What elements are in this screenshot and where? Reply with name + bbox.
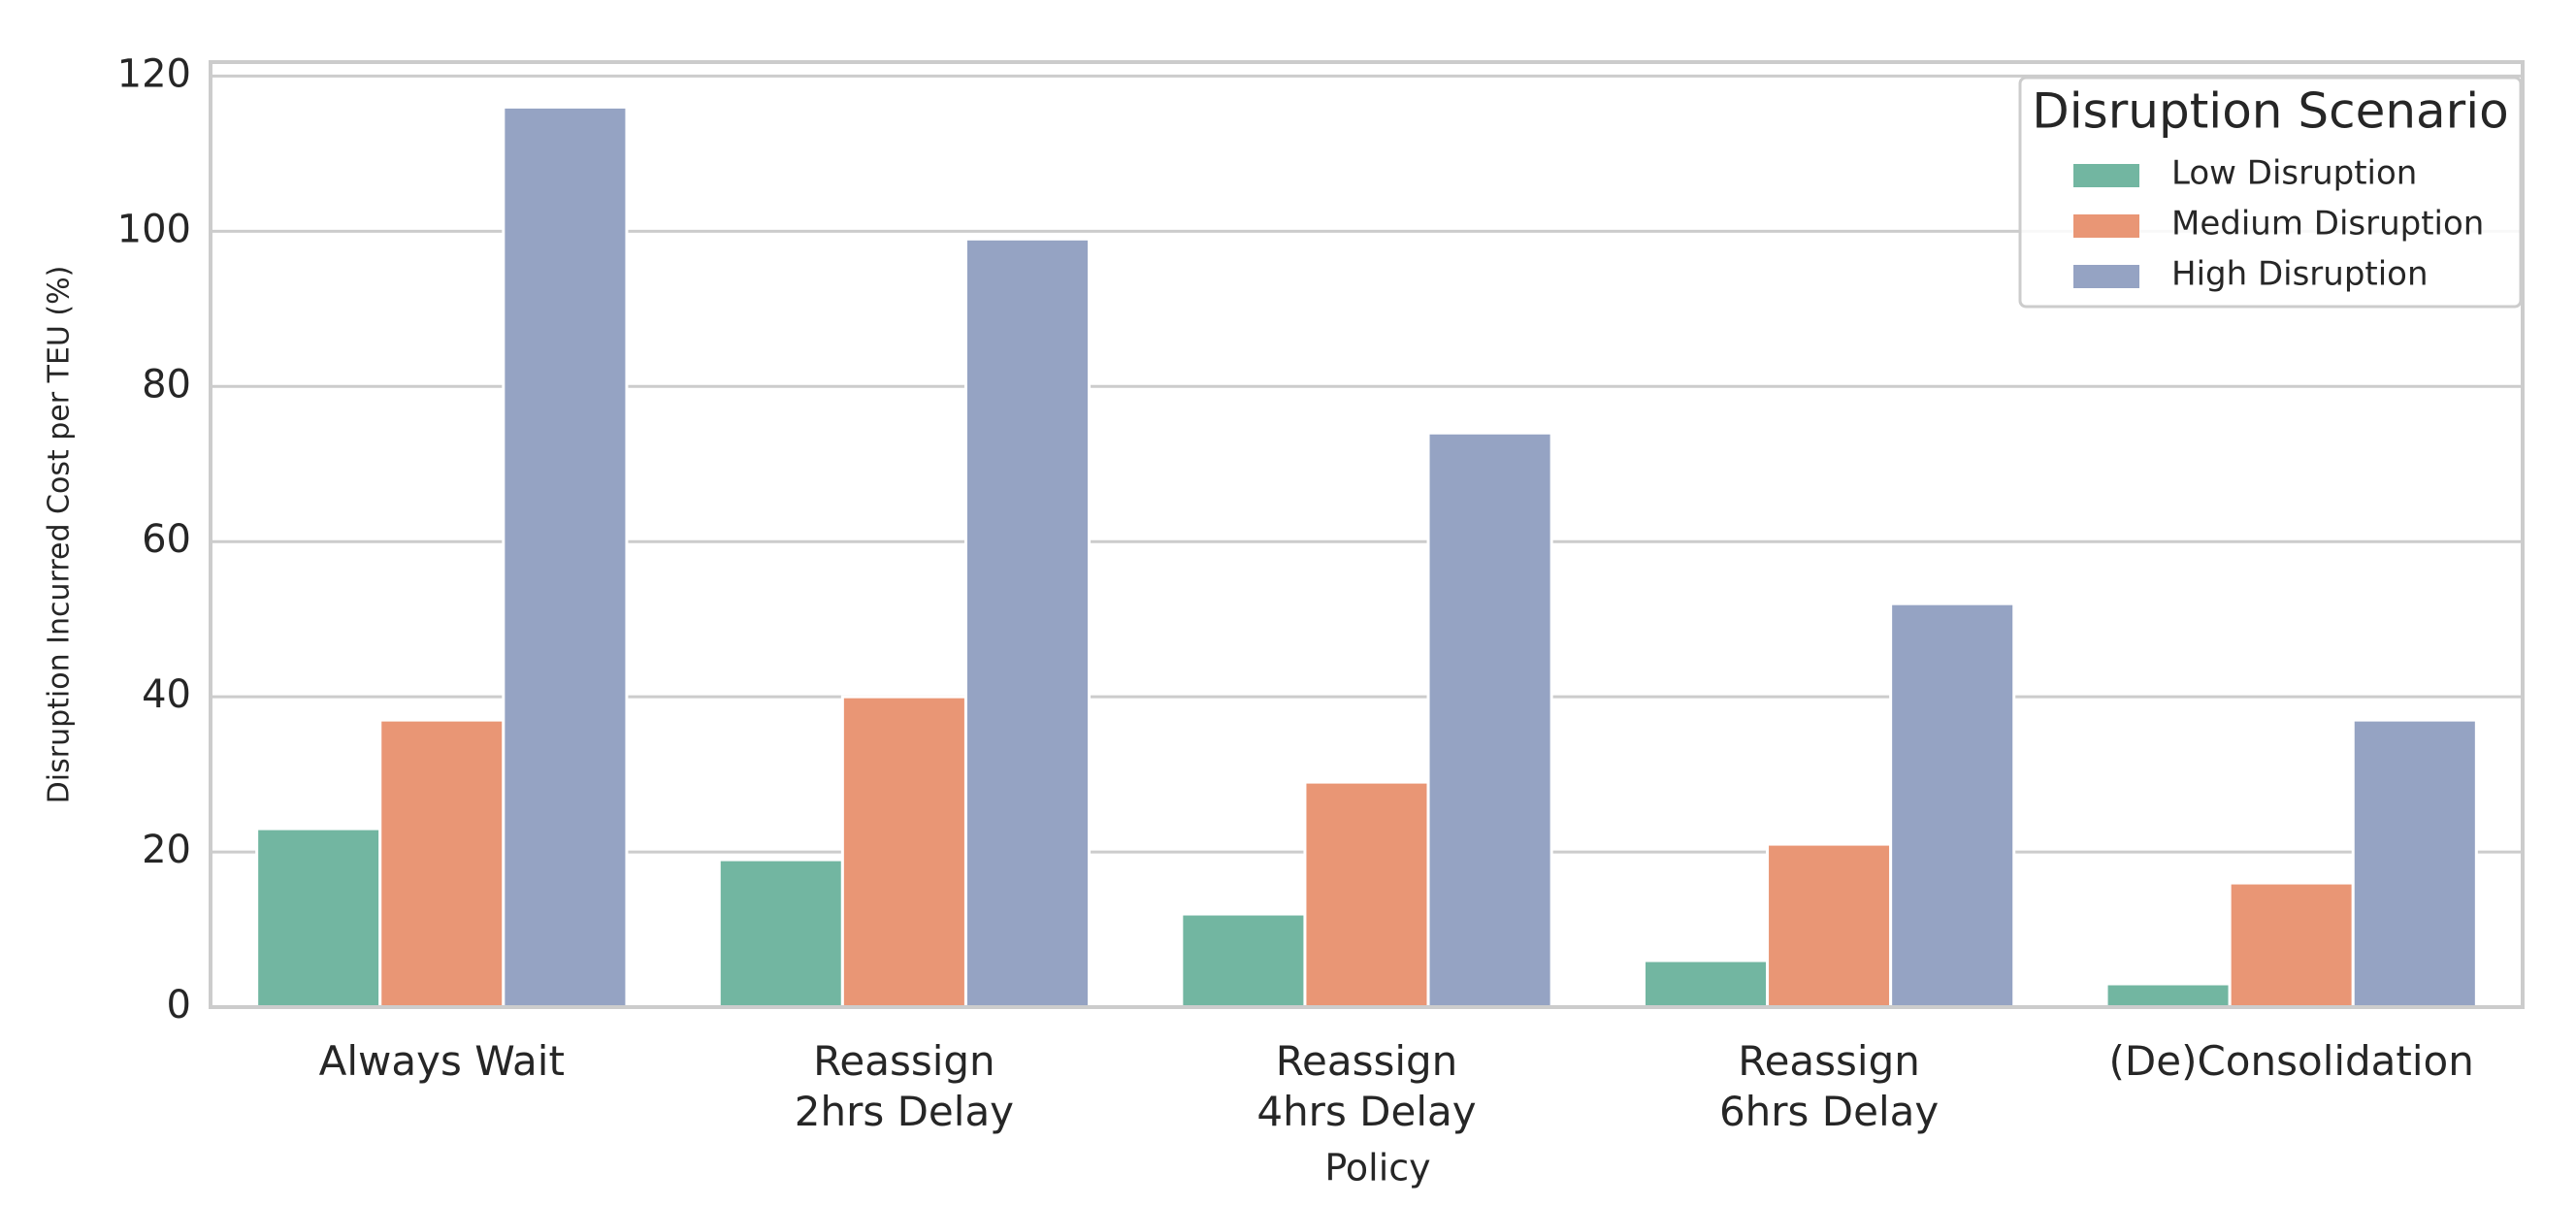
legend-swatch	[2073, 214, 2139, 238]
bar	[1303, 780, 1430, 1009]
bar	[963, 237, 1092, 1009]
x-tick-label: (De)Consolidation	[2109, 1037, 2474, 1085]
y-tick-label: 0	[167, 983, 191, 1028]
legend-swatch	[2073, 164, 2139, 187]
x-tick-label: Reassign 2hrs Delay	[795, 1037, 1014, 1135]
legend-label: Low Disruption	[2171, 154, 2417, 193]
bar	[1180, 912, 1307, 1009]
bar	[2104, 982, 2232, 1009]
x-tick-label: Always Wait	[319, 1037, 565, 1085]
legend-label: High Disruption	[2171, 255, 2429, 294]
y-tick-label: 100	[117, 207, 191, 251]
legend-title: Disruption Scenario	[2032, 83, 2508, 140]
y-tick-label: 60	[142, 517, 191, 562]
bar	[255, 827, 382, 1009]
x-tick-label: Reassign 6hrs Delay	[1719, 1037, 1939, 1135]
y-tick-label: 40	[142, 672, 191, 717]
legend-label: Medium Disruption	[2171, 205, 2484, 244]
y-tick-label: 80	[142, 362, 191, 407]
legend-box	[2018, 76, 2523, 309]
bar	[1642, 959, 1770, 1009]
y-tick-label: 20	[142, 828, 191, 872]
y-tick-label: 120	[117, 51, 191, 96]
bar	[1426, 431, 1553, 1009]
x-tick-label: Reassign 4hrs Delay	[1256, 1037, 1476, 1135]
bar	[502, 105, 629, 1009]
plot-frame	[209, 60, 2525, 1009]
y-axis-label: Disruption Incurred Cost per TEU (%)	[43, 266, 77, 804]
bar	[840, 695, 967, 1009]
bar	[1889, 602, 2016, 1009]
x-axis-label: Policy	[1324, 1147, 1430, 1190]
legend-swatch	[2073, 265, 2139, 288]
bar	[2228, 881, 2355, 1009]
bar	[1766, 842, 1893, 1009]
bar	[2351, 718, 2478, 1009]
bar	[378, 718, 505, 1009]
bar	[717, 858, 844, 1009]
